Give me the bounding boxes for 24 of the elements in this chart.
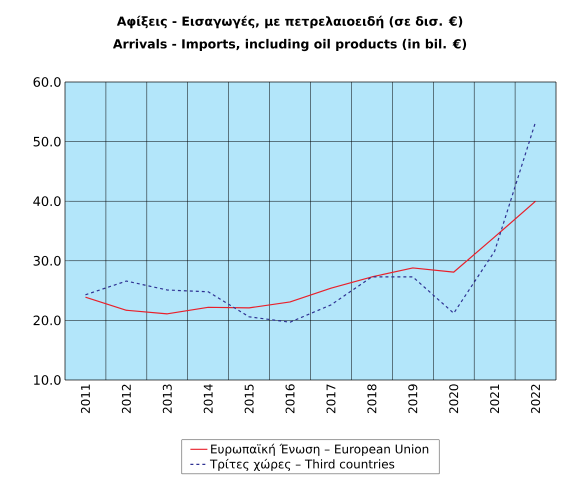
- x-tick-label: 2022: [531, 384, 540, 414]
- x-tick-label: 2011: [80, 384, 90, 414]
- legend-label: Ευρωπαϊκή Ένωση – European Union: [211, 444, 428, 456]
- y-tick-label: 60.0: [34, 77, 61, 87]
- y-tick-label: 20.0: [34, 316, 61, 326]
- x-tick-label: 2014: [204, 384, 213, 414]
- y-tick-label: 40.0: [33, 196, 61, 206]
- x-tick-label: 2019: [408, 384, 418, 414]
- x-tick-label: 2012: [122, 384, 131, 414]
- y-tick-label: 10.0: [34, 375, 61, 385]
- y-tick-label: 50.0: [34, 136, 61, 147]
- legend-label: Τρίτες χώρες – Third countries: [210, 458, 394, 471]
- x-tick-label: 2015: [244, 384, 254, 414]
- x-tick-label: 2021: [490, 384, 500, 414]
- line-series: [84, 200, 536, 314]
- chart-title: Αφίξεις - Εισαγωγές, με πετρελαιοειδή (σε δισ. €): [116, 16, 462, 28]
- x-tick-label: 2018: [367, 384, 376, 414]
- chart-subtitle: Arrivals - Imports, including oil products (in bil. €): [112, 38, 466, 52]
- x-tick-label: 2016: [286, 384, 295, 414]
- y-tick-label: 30.0: [34, 256, 61, 266]
- line-series: [84, 121, 536, 323]
- x-tick-label: 2017: [326, 384, 336, 414]
- x-tick-label: 2020: [449, 384, 458, 414]
- x-tick-label: 2013: [162, 384, 172, 414]
